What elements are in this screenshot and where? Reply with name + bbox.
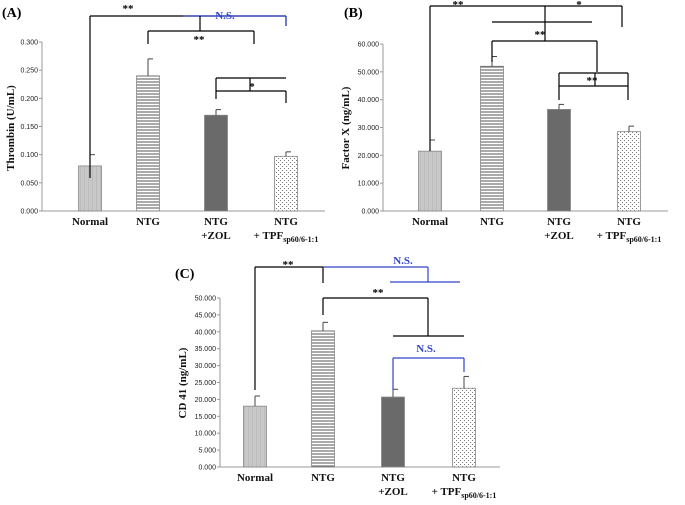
category-label: NTG: [381, 472, 405, 484]
y-tick-label: 30.000: [358, 125, 380, 132]
significance-label: *: [249, 81, 255, 93]
y-tick-label: 0.300: [20, 40, 38, 47]
y-tick-label: 0.100: [20, 152, 38, 159]
bar: [311, 330, 335, 468]
significance-label: **: [373, 287, 385, 299]
y-tick-label: 5.000: [198, 448, 216, 455]
category-label-line2: +ZOL: [201, 230, 231, 242]
y-tick-label: 50.000: [195, 296, 217, 303]
panel-a: (A) Thrombin (U/mL) 0.000 0.050 0.100 0.150…: [2, 3, 325, 244]
panel-c: (C) CD 41 (ng/mL) 0.000 5.000 10.000 15.000…: [175, 255, 500, 500]
bar: [617, 131, 641, 212]
category-label: NTG: [617, 216, 641, 228]
significance-label: **: [283, 259, 295, 271]
y-tick-label: 0.200: [20, 96, 38, 103]
category-label-line2: + TPFsp60/6-1:1: [254, 230, 319, 244]
bar: [480, 65, 504, 212]
y-tick-label: 10.000: [195, 431, 217, 438]
y-tick-label: 0.000: [198, 465, 216, 472]
bar: [243, 405, 267, 468]
category-label: NTG: [136, 216, 160, 228]
y-axis-label: CD 41 (ng/mL): [177, 347, 189, 418]
bar: [274, 155, 298, 212]
y-tick-label: 30.000: [195, 363, 217, 370]
category-label: NTG: [311, 472, 335, 484]
y-axis-label: Thrombin (U/mL): [5, 85, 17, 171]
panel-b: (B) Factor X (ng/mL) 0.000 10.000 20.000 30…: [340, 0, 668, 244]
y-tick-label: 25.000: [195, 380, 217, 387]
panel-label: (A): [2, 6, 22, 21]
y-tick-label: 15.000: [195, 414, 217, 421]
bar: [418, 150, 442, 212]
panel-label: (C): [175, 267, 195, 282]
y-tick-label: 0.150: [20, 124, 38, 131]
y-tick-label: 40.000: [358, 97, 380, 104]
y-tick-label: 60.000: [358, 42, 380, 49]
y-tick-label: 35.000: [195, 346, 217, 353]
y-tick-label: 50.000: [358, 69, 380, 76]
category-label: Normal: [72, 216, 108, 228]
y-tick-label: 0.000: [361, 209, 379, 216]
panel-label: (B): [344, 6, 363, 21]
category-label: NTG: [547, 216, 571, 228]
significance-label: *: [576, 0, 582, 11]
category-label-line2: +ZOL: [378, 486, 408, 498]
y-axis-label: Factor X (ng/mL): [340, 86, 352, 169]
category-label-line2: + TPFsp60/6-1:1: [597, 230, 662, 244]
y-tick-label: 0.050: [20, 180, 38, 187]
significance-label: **: [453, 0, 465, 11]
y-tick-label: 45.000: [195, 312, 217, 319]
category-label-line2: + TPFsp60/6-1:1: [432, 486, 497, 500]
category-label: NTG: [480, 216, 504, 228]
y-tick-label: 20.000: [195, 397, 217, 404]
significance-label: **: [587, 75, 599, 87]
bar: [547, 109, 571, 212]
category-label-line2: +ZOL: [544, 230, 574, 242]
category-label: NTG: [204, 216, 228, 228]
y-tick-label: 0.250: [20, 68, 38, 75]
significance-label: N.S.: [416, 343, 436, 355]
significance-label: **: [123, 3, 135, 15]
category-label: NTG: [452, 472, 476, 484]
category-label: Normal: [237, 472, 273, 484]
y-tick-label: 0.000: [20, 209, 38, 216]
y-tick-label: 10.000: [358, 181, 380, 188]
bar: [381, 396, 405, 468]
y-tick-label: 40.000: [195, 329, 217, 336]
significance-label: N.S.: [393, 255, 413, 267]
significance-label: N.S.: [215, 10, 235, 22]
category-label: NTG: [274, 216, 298, 228]
y-tick-label: 20.000: [358, 153, 380, 160]
significance-label: **: [535, 29, 547, 41]
category-label: Normal: [412, 216, 448, 228]
bar: [452, 387, 476, 468]
significance-label: **: [194, 34, 206, 46]
bar: [136, 75, 160, 212]
bar: [204, 114, 228, 212]
